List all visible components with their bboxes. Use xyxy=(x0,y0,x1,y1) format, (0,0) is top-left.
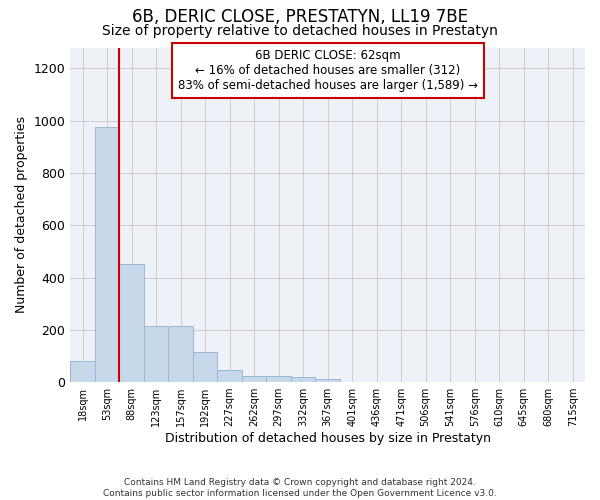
Bar xyxy=(266,376,291,382)
Bar xyxy=(217,370,242,382)
Bar xyxy=(144,326,169,382)
Text: 6B DERIC CLOSE: 62sqm
← 16% of detached houses are smaller (312)
83% of semi-det: 6B DERIC CLOSE: 62sqm ← 16% of detached … xyxy=(178,49,478,92)
Bar xyxy=(95,127,119,382)
Bar xyxy=(291,377,316,382)
X-axis label: Distribution of detached houses by size in Prestatyn: Distribution of detached houses by size … xyxy=(164,432,491,445)
Bar xyxy=(316,379,340,382)
Text: Contains HM Land Registry data © Crown copyright and database right 2024.
Contai: Contains HM Land Registry data © Crown c… xyxy=(103,478,497,498)
Text: 6B, DERIC CLOSE, PRESTATYN, LL19 7BE: 6B, DERIC CLOSE, PRESTATYN, LL19 7BE xyxy=(132,8,468,26)
Bar xyxy=(119,264,144,382)
Bar xyxy=(242,376,266,382)
Bar xyxy=(169,326,193,382)
Bar xyxy=(70,361,95,382)
Text: Size of property relative to detached houses in Prestatyn: Size of property relative to detached ho… xyxy=(102,24,498,38)
Bar xyxy=(193,352,217,382)
Y-axis label: Number of detached properties: Number of detached properties xyxy=(15,116,28,314)
